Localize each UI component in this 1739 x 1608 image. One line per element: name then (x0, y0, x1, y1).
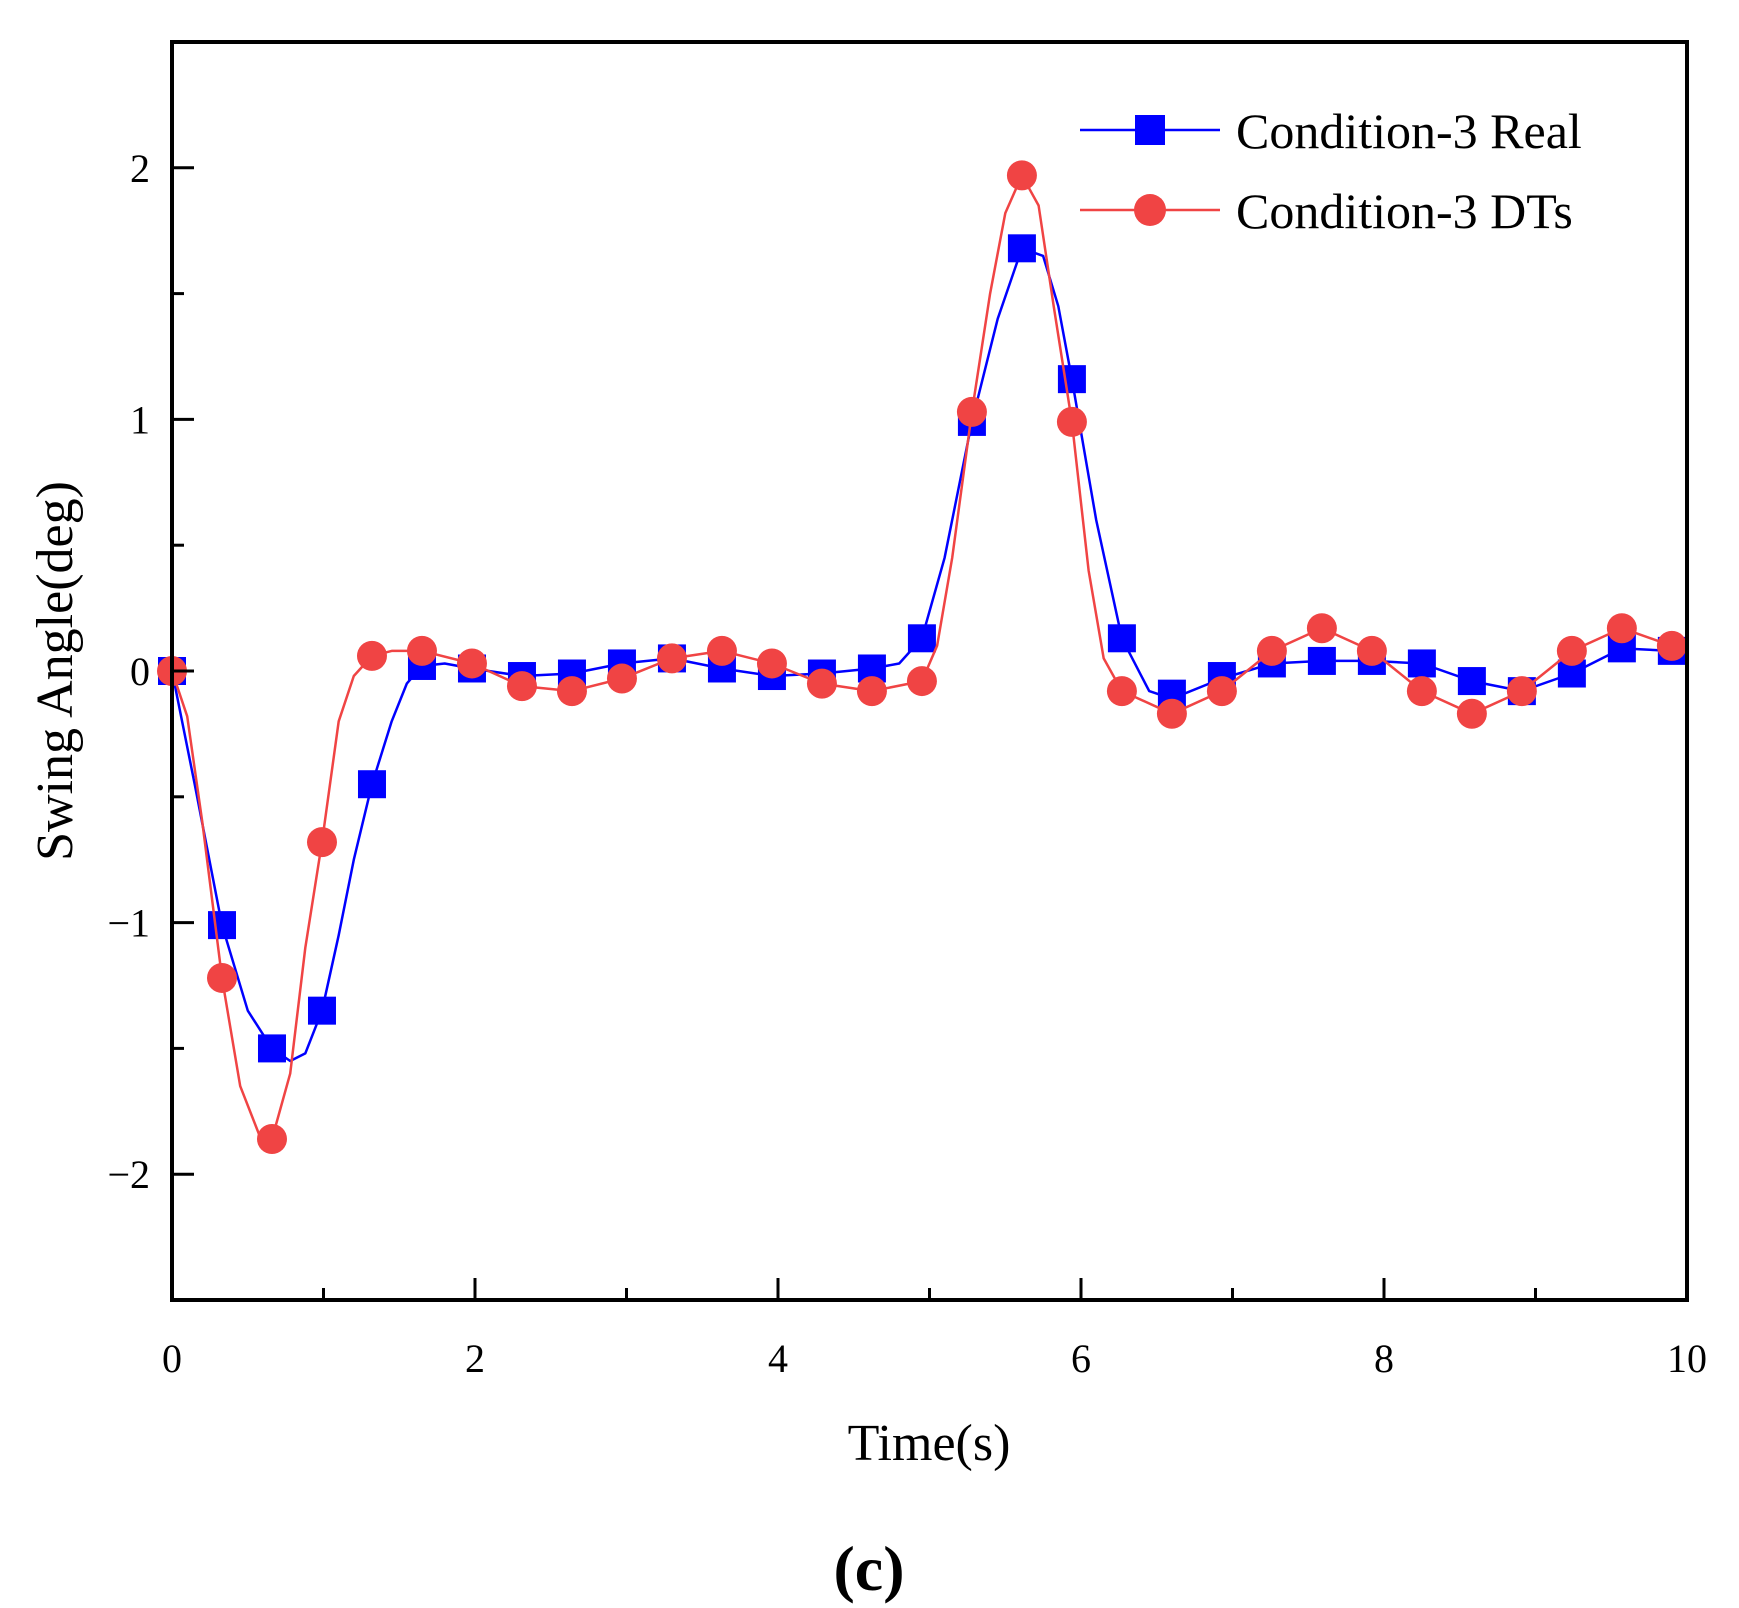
x-axis-title: Time(s) (848, 1415, 1011, 1472)
data-point-dts (456, 648, 487, 679)
data-point-dts (1206, 676, 1237, 707)
data-point-dts (206, 962, 237, 993)
data-point-dts (1506, 676, 1537, 707)
data-point-dts (1106, 676, 1137, 707)
data-point-dts (1456, 698, 1487, 729)
data-point-real (1107, 624, 1136, 653)
x-tick-label: 0 (162, 1336, 182, 1381)
legend: Condition-3 Real Condition-3 DTs (1080, 103, 1582, 239)
series-layer (157, 160, 1687, 1154)
data-point-real (907, 624, 936, 653)
data-point-dts (906, 666, 937, 697)
data-point-dts (1156, 698, 1187, 729)
data-point-dts (506, 671, 537, 702)
data-point-real (207, 911, 236, 940)
data-point-real (1057, 365, 1086, 394)
y-tick-label: −2 (107, 1152, 150, 1197)
y-tick-label: −1 (107, 901, 150, 946)
data-point-dts (1606, 613, 1637, 644)
legend-label-real: Condition-3 Real (1236, 103, 1582, 159)
data-point-real (357, 770, 386, 799)
legend-entry-dts: Condition-3 DTs (1080, 183, 1573, 239)
panel-label: (c) (833, 1533, 904, 1604)
y-tick-label: 0 (130, 649, 150, 694)
data-point-dts (1006, 160, 1037, 191)
data-point-dts (856, 676, 887, 707)
data-point-dts (606, 663, 637, 694)
data-point-dts (1556, 635, 1587, 666)
legend-label-dts: Condition-3 DTs (1236, 183, 1573, 239)
series-dts (157, 160, 1687, 1154)
y-tick-label: 2 (130, 146, 150, 191)
data-point-real (1457, 667, 1486, 696)
legend-marker-real (1135, 115, 1165, 145)
x-tick-label: 6 (1071, 1336, 1091, 1381)
y-axis-title: Swing Angle(deg) (27, 481, 84, 861)
data-point-dts (356, 640, 387, 671)
x-tick-label: 10 (1667, 1336, 1707, 1381)
data-point-dts (656, 643, 687, 674)
data-point-dts (406, 635, 437, 666)
data-point-dts (1356, 635, 1387, 666)
data-point-real (1307, 646, 1336, 675)
series-real (158, 234, 1686, 1063)
data-point-dts (1656, 630, 1687, 661)
series-line-dts (170, 174, 1673, 1141)
legend-marker-dts (1134, 194, 1166, 226)
axes-layer: 0 2 4 6 8 10 −2 −1 0 1 2 (107, 40, 1707, 1381)
data-point-real (257, 1034, 286, 1063)
x-tick-label: 2 (465, 1336, 485, 1381)
data-point-dts (806, 668, 837, 699)
data-point-real (1007, 234, 1036, 263)
x-tick-label: 8 (1374, 1336, 1394, 1381)
data-point-dts (1406, 676, 1437, 707)
data-point-real (307, 996, 336, 1025)
data-point-dts (256, 1123, 287, 1154)
legend-entry-real: Condition-3 Real (1080, 103, 1582, 159)
series-line-real (170, 247, 1672, 1063)
x-tick-label: 4 (768, 1336, 788, 1381)
data-point-real (1407, 649, 1436, 678)
data-point-dts (1056, 406, 1087, 437)
data-point-dts (1256, 635, 1287, 666)
data-point-dts (956, 396, 987, 427)
data-point-dts (706, 635, 737, 666)
y-tick-label: 1 (130, 397, 150, 442)
data-point-dts (1306, 613, 1337, 644)
data-point-dts (756, 648, 787, 679)
data-point-dts (556, 676, 587, 707)
data-point-dts (306, 827, 337, 858)
